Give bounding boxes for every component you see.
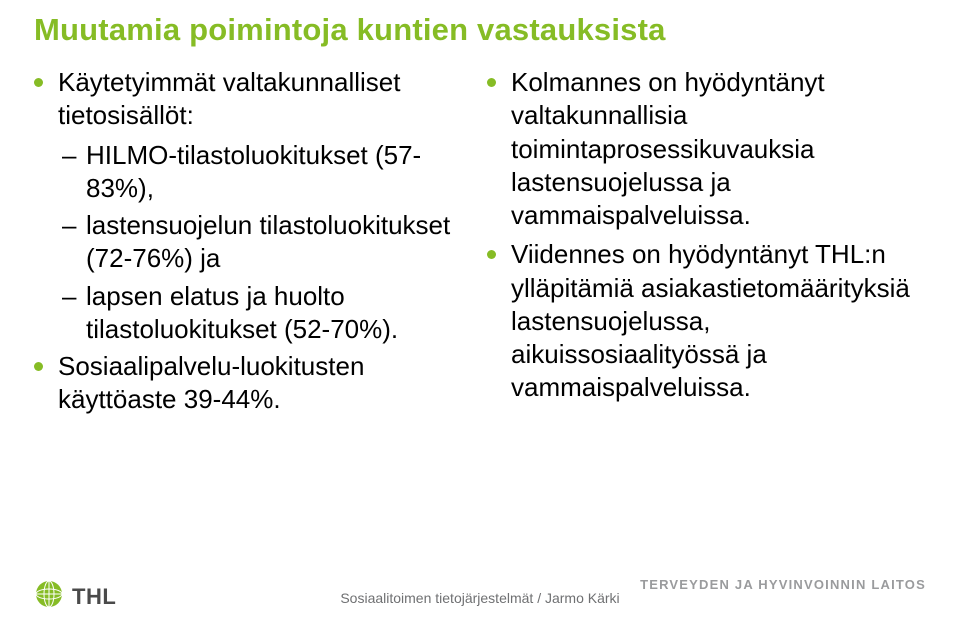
bullet-level-2: HILMO-tilastoluokitukset (57-83%), bbox=[34, 139, 473, 206]
bullet-level-2: lastensuojelun tilastoluokitukset (72-76… bbox=[34, 209, 473, 276]
bullet-level-1: Sosiaalipalvelu-luokitusten käyttöaste 3… bbox=[34, 350, 473, 417]
bullet-level-1: Viidennes on hyödyntänyt THL:n ylläpitäm… bbox=[487, 238, 926, 404]
thl-globe-icon bbox=[34, 579, 64, 614]
right-column: Kolmannes on hyödyntänyt valtakunnallisi… bbox=[487, 66, 926, 423]
bullet-level-1: Käytetyimmät valtakunnalliset tietosisäl… bbox=[34, 66, 473, 133]
footer-right-top: TERVEYDEN JA HYVINVOINNIN LAITOS bbox=[640, 577, 926, 592]
columns: Käytetyimmät valtakunnalliset tietosisäl… bbox=[34, 66, 926, 423]
bullet-level-2: lapsen elatus ja huolto tilastoluokituks… bbox=[34, 280, 473, 347]
slide: Muutamia poimintoja kuntien vastauksista… bbox=[0, 0, 960, 636]
left-column: Käytetyimmät valtakunnalliset tietosisäl… bbox=[34, 66, 473, 423]
thl-logo-text: THL bbox=[72, 584, 116, 610]
footer-left: THL bbox=[34, 579, 116, 614]
slide-title: Muutamia poimintoja kuntien vastauksista bbox=[34, 12, 666, 48]
footer-center: Sosiaalitoimen tietojärjestelmät / Jarmo… bbox=[340, 590, 619, 606]
bullet-level-1: Kolmannes on hyödyntänyt valtakunnallisi… bbox=[487, 66, 926, 232]
